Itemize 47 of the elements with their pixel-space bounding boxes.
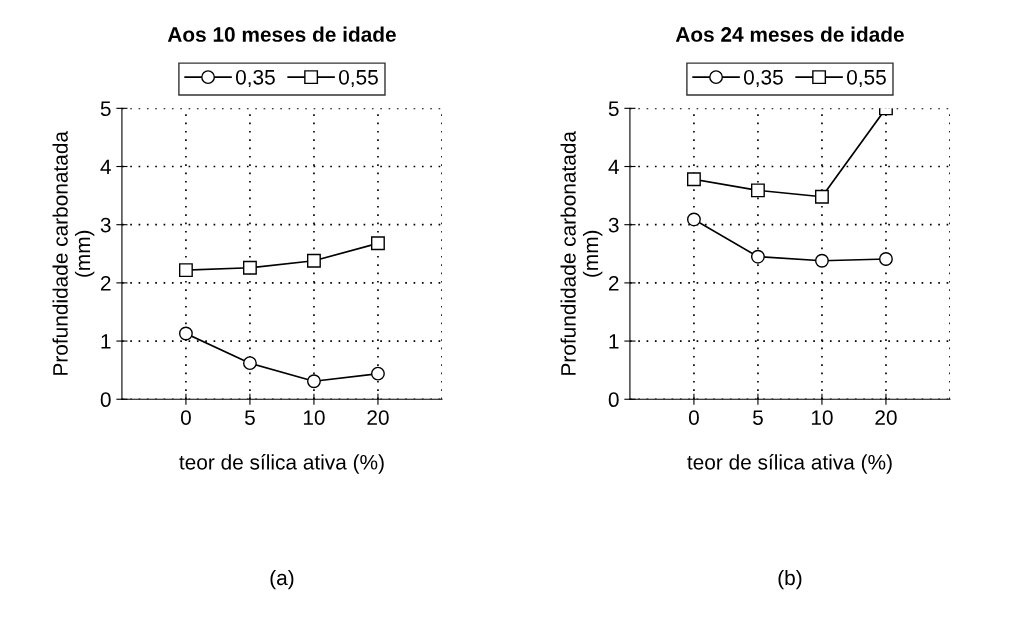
x-tick-label: 0 [688,410,699,425]
point [306,253,321,268]
y-tick-label: 0 [100,392,111,408]
chart-title: Aos 10 meses de idade [167,26,396,42]
legend-label: 0,55 [847,69,886,88]
point [178,263,193,278]
point [371,366,385,381]
legend-label: 0,55 [339,69,378,88]
point [879,252,893,266]
point [306,374,321,389]
point [242,260,257,275]
y-tick-label: 3 [100,217,111,233]
point [750,183,765,198]
chart-title: Aos 24 meses de idade [675,26,904,42]
y-tick-label: 5 [100,101,111,117]
y-tick-label: 5 [608,101,619,117]
point [750,249,765,264]
point [686,172,701,187]
y-tick-label: 4 [100,159,111,175]
point [814,253,829,268]
point [371,236,385,251]
y-tick-label: 3 [608,217,619,233]
legend-label: 0,35 [743,69,783,88]
x-tick-label: 10 [811,410,833,425]
x-axis-title: teor de sílica ativa (%) [687,454,892,474]
y-axis-title: Profundidade carbonatada (mm) [52,131,95,375]
point [814,189,829,204]
x-tick-label: 20 [875,410,897,425]
x-tick-label: 0 [180,410,191,425]
x-tick-label: 20 [367,410,389,425]
y-tick-label: 0 [608,392,619,408]
y-tick-label: 2 [608,275,619,291]
x-tick-label: 10 [303,410,325,425]
text: (a) [270,569,294,590]
point [686,212,701,227]
text: (b) [778,569,802,590]
x-tick-label: 5 [244,410,255,425]
point [178,326,193,341]
y-tick-label: 1 [101,334,111,349]
y-axis-title: Profundidade carbonatada (mm) [560,131,603,375]
x-tick-label: 5 [752,410,763,425]
y-tick-label: 4 [608,159,619,175]
x-axis-title: teor de sílica ativa (%) [179,454,384,474]
point [242,356,257,371]
y-tick-label: 1 [609,334,619,349]
legend-label: 0,35 [235,69,275,88]
y-tick-label: 2 [100,275,111,291]
